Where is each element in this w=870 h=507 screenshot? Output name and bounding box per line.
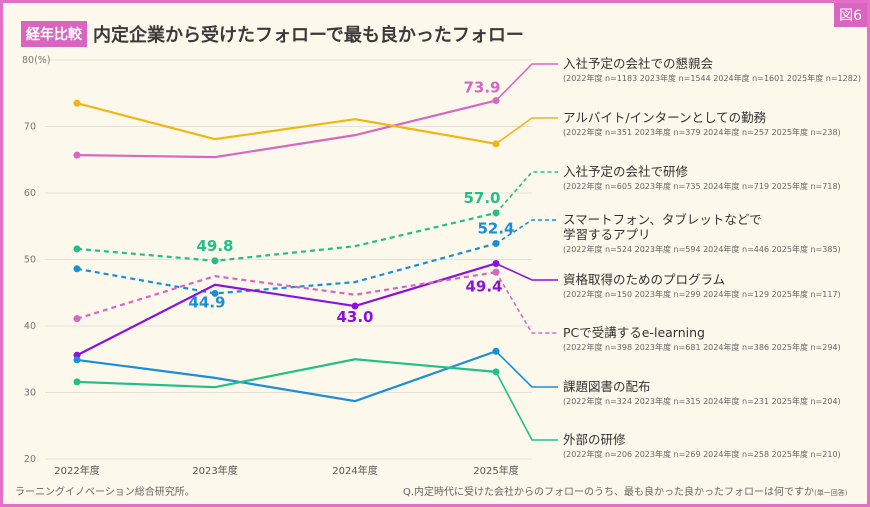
data-point bbox=[351, 302, 359, 310]
legend-label: アルバイト/インターンとしての勤務 bbox=[563, 110, 767, 125]
series-line bbox=[76, 211, 497, 262]
legend-label-line2: 学習するアプリ bbox=[563, 227, 651, 242]
legend-sample-size: (2022年度 n=206 2023年度 n=269 2024年度 n=258 … bbox=[563, 449, 841, 459]
chart-title: 内定企業から受けたフォローで最も良かったフォロー bbox=[93, 25, 524, 46]
y-tick-label: 70 bbox=[24, 122, 36, 133]
x-tick-label: 2023年度 bbox=[192, 464, 237, 477]
legend-connector bbox=[495, 262, 558, 281]
legend-connector bbox=[495, 371, 558, 441]
series-line bbox=[76, 271, 497, 320]
series-line bbox=[76, 102, 497, 145]
series-line bbox=[76, 350, 497, 403]
legend-label: 課題図書の配布 bbox=[563, 379, 651, 394]
legend-label: 資格取得のためのプログラム bbox=[563, 272, 725, 287]
legend-sample-size: (2022年度 n=398 2023年度 n=681 2024年度 n=386 … bbox=[563, 342, 841, 352]
data-point bbox=[73, 356, 81, 364]
legend-connector bbox=[495, 350, 558, 388]
data-point bbox=[73, 315, 81, 323]
data-point bbox=[73, 151, 81, 159]
legend-sample-size: (2022年度 n=524 2023年度 n=594 2024年度 n=446 … bbox=[563, 244, 841, 254]
y-tick-label: 80(%) bbox=[22, 55, 51, 66]
comparison-tag: 経年比較 bbox=[21, 21, 87, 47]
legend-connector bbox=[495, 63, 558, 102]
legend-label: スマートフォン、タブレットなどで bbox=[563, 212, 762, 227]
legend-connector bbox=[495, 271, 558, 334]
question: Q.内定時代に受けた会社からのフォローのうち、最も良かった良かったフォローは何で… bbox=[403, 487, 815, 498]
x-tick-label: 2022年度 bbox=[54, 464, 99, 477]
legend-label: 入社予定の会社で研修 bbox=[563, 164, 689, 179]
legend-connector bbox=[495, 219, 558, 245]
data-point bbox=[211, 289, 219, 297]
x-tick-label: 2025年度 bbox=[473, 464, 518, 477]
legend-connector bbox=[495, 117, 558, 145]
legend-sample-size: (2022年度 n=605 2023年度 n=735 2024年度 n=719 … bbox=[563, 181, 841, 191]
x-tick-label: 2024年度 bbox=[332, 464, 377, 477]
y-tick-label: 30 bbox=[24, 388, 36, 399]
legend-sample-size: (2022年度 n=351 2023年度 n=379 2024年度 n=257 … bbox=[563, 127, 841, 137]
data-label: 57.0 bbox=[463, 189, 500, 207]
legend-connector bbox=[495, 171, 558, 214]
series-line bbox=[76, 242, 497, 295]
data-point bbox=[73, 265, 81, 273]
question-text: Q.内定時代に受けた会社からのフォローのうち、最も良かった良かったフォローは何で… bbox=[403, 483, 848, 498]
data-point bbox=[211, 257, 219, 265]
data-label: 43.0 bbox=[336, 308, 373, 326]
data-label: 52.4 bbox=[477, 220, 514, 238]
data-point bbox=[73, 99, 81, 107]
data-label: 49.8 bbox=[196, 237, 233, 255]
y-tick-label: 50 bbox=[24, 255, 36, 266]
data-label: 44.9 bbox=[188, 293, 225, 311]
legend-label: PCで受講するe-learning bbox=[563, 325, 705, 340]
title-bar: 経年比較 内定企業から受けたフォローで最も良かったフォロー bbox=[21, 21, 524, 47]
legend-label: 外部の研修 bbox=[563, 432, 626, 447]
source-text: ラーニングイノベーション総合研究所。 bbox=[15, 487, 195, 498]
series-line bbox=[76, 358, 497, 389]
data-label: 73.9 bbox=[463, 79, 500, 97]
series-line bbox=[76, 262, 497, 357]
data-point bbox=[73, 245, 81, 253]
legend-sample-size: (2022年度 n=324 2023年度 n=315 2024年度 n=231 … bbox=[563, 396, 841, 406]
y-tick-label: 40 bbox=[24, 321, 36, 332]
y-tick-label: 20 bbox=[24, 454, 36, 465]
legend-sample-size: (2022年度 n=150 2023年度 n=299 2024年度 n=129 … bbox=[563, 289, 841, 299]
data-label: 49.4 bbox=[465, 277, 502, 295]
legend-label: 入社予定の会社での懇親会 bbox=[563, 56, 714, 71]
legend-sample-size: (2022年度 n=1183 2023年度 n=1544 2024年度 n=16… bbox=[563, 73, 861, 83]
figure-frame: 図6 経年比較 内定企業から受けたフォローで最も良かったフォロー ラーニングイノ… bbox=[3, 3, 867, 504]
data-point bbox=[73, 378, 81, 386]
question-note: (単一回答) bbox=[814, 489, 848, 497]
y-tick-label: 60 bbox=[24, 188, 36, 199]
series-line bbox=[76, 99, 497, 159]
figure-label: 図6 bbox=[834, 3, 867, 27]
